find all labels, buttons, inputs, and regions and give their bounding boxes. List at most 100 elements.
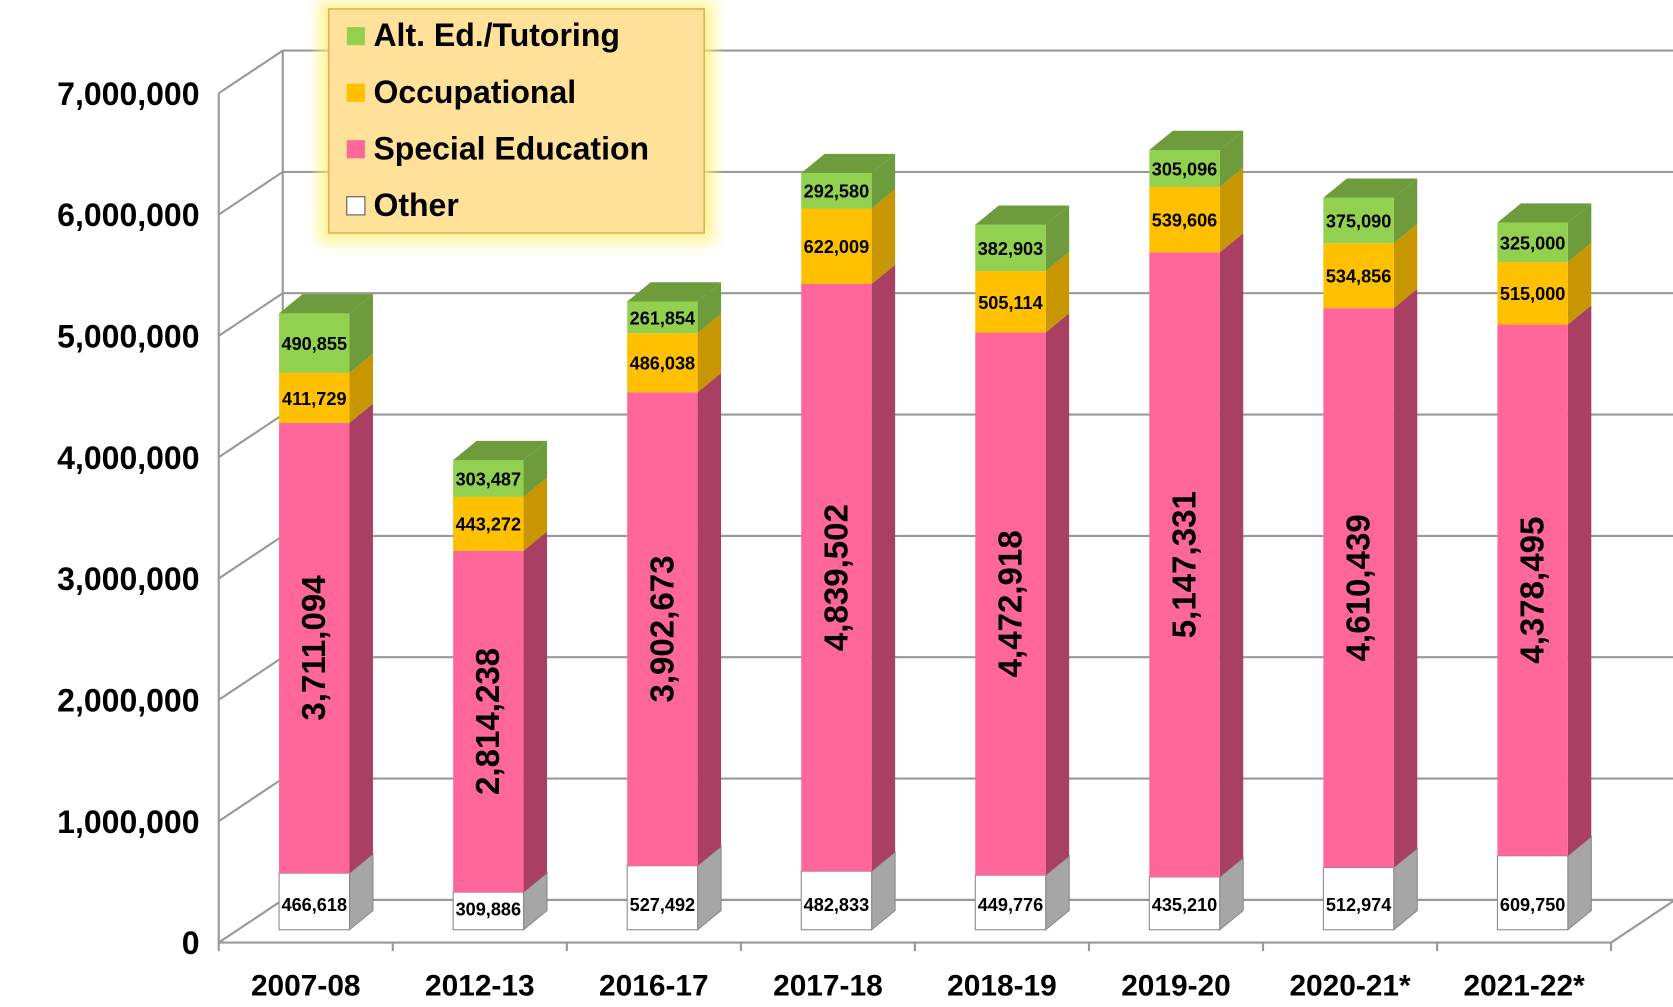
legend-label: Alt. Ed./Tutoring [373,17,619,53]
floor-line [1610,900,1673,944]
legend-swatch [346,83,365,102]
bar-side [1219,167,1244,253]
value-label: 505,114 [978,293,1043,313]
bar-top [453,440,548,461]
bar-top [801,153,896,174]
y-tick-label: 7,000,000 [57,76,199,112]
bar [1149,186,1220,253]
bar-side [349,353,373,423]
value-label: 325,000 [1500,233,1566,253]
bar [453,460,524,497]
value-label: 539,606 [1152,211,1218,231]
value-label: 4,839,502 [818,504,855,651]
x-tick-label: 2016-17 [599,969,709,1002]
bar [1497,222,1568,263]
bar-side [1045,205,1070,272]
bar-side [871,264,896,872]
value-label: 435,210 [1152,895,1218,915]
value-label: 2,814,238 [470,648,507,795]
bar [279,422,350,874]
bar-top [1323,178,1418,198]
bar-side [523,440,548,497]
value-label: 512,974 [1326,895,1392,915]
grid-line [218,777,1673,823]
bar-side [1567,242,1592,325]
y-tick-label: 3,000,000 [57,561,199,597]
legend-swatch [346,140,365,159]
x-tick-label: 2012-13 [425,969,535,1002]
bar [1497,262,1568,325]
bar-side [1567,305,1592,856]
bar-side [1393,288,1418,868]
legend-label: Special Education [373,130,649,166]
bar [1497,324,1568,856]
bar [975,332,1046,876]
value-label: 534,856 [1326,267,1392,287]
value-label: 382,903 [978,239,1044,259]
bar [278,872,351,931]
bar [801,173,872,209]
value-label: 527,492 [630,895,696,915]
value-label: 3,711,094 [296,575,333,721]
value-label: 305,096 [1152,159,1218,179]
bar-side [1219,130,1244,187]
bar [279,313,350,373]
bar-side [697,282,722,334]
bar-top [975,205,1070,225]
bar [1149,149,1220,187]
bar [1149,252,1220,877]
bar [627,333,698,393]
x-tick-label: 2021-22* [1463,969,1585,1002]
bar [1323,243,1394,309]
bar-side [1567,203,1592,263]
value-label: 4,472,918 [992,530,1029,677]
value-label: 622,009 [804,237,870,257]
value-label: 5,147,331 [1166,491,1203,638]
legend-box [327,8,705,234]
y-tick-label: 1,000,000 [57,804,199,840]
bars [278,130,1592,931]
value-label: 411,729 [282,389,347,409]
grid-line [218,898,1673,944]
bar-side [349,403,373,874]
legend-swatch [346,27,365,46]
y-tick-label: 0 [182,925,200,961]
bar [1496,855,1569,931]
bar-side [349,294,373,373]
value-label: 4,378,495 [1514,517,1551,664]
grid-line [218,49,1673,95]
bar [452,891,525,931]
x-tick-label: 2007-08 [251,969,361,1002]
bar-side [1045,313,1070,876]
value-label: 375,090 [1326,211,1392,231]
bar-side [523,477,548,551]
bar-top [627,282,722,302]
grid-line [218,292,1673,337]
x-tick-label: 2017-18 [773,969,883,1002]
value-label: 515,000 [1500,284,1566,304]
bar-side [697,314,722,393]
bar-top [1497,203,1592,223]
value-label: 3,902,673 [644,555,681,702]
bar [627,392,698,866]
bar-side [871,153,896,209]
bar [975,271,1046,333]
bar [1322,866,1395,931]
value-label: 261,854 [630,308,696,328]
bar-top [279,294,373,314]
value-label: 466,618 [282,895,348,915]
bar [453,496,524,551]
bar-side [1045,251,1070,333]
y-tick-label: 2,000,000 [57,683,199,719]
value-label: 490,855 [282,334,348,354]
value-label: 292,580 [804,182,870,202]
legend-label: Other [373,187,458,223]
grid-line [218,534,1673,580]
labels: 2007-08 466,618 3,711,094 411,729 490,855 201… [251,159,1585,1002]
bar [1323,308,1394,868]
bar [801,283,872,872]
bar [1323,197,1394,244]
bar-side [871,189,896,284]
legend-swatch [346,196,366,216]
